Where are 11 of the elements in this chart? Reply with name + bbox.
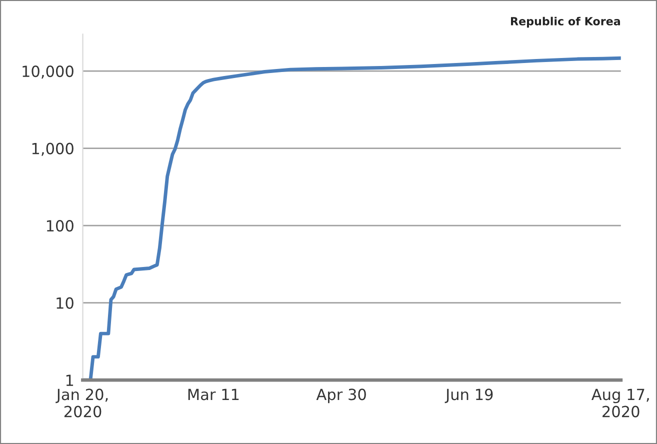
y-tick-label: 10,000 — [22, 66, 74, 79]
y-tick-label: 1 — [66, 374, 74, 386]
x-tick-label: Jun 19 — [444, 388, 493, 404]
text: Republic of Korea — [511, 16, 620, 28]
x-tick-label: Mar 11 — [188, 388, 239, 400]
y-tick-label: 100 — [46, 220, 74, 232]
y-tick-label: 10 — [56, 297, 74, 309]
x-tick-label: Jan 20, 2020 — [56, 388, 108, 418]
y-tick-label: 1,000 — [32, 142, 74, 156]
x-tick-label: Apr 30 — [316, 388, 366, 404]
x-tick-label: Aug 17, 2020 — [591, 388, 649, 418]
